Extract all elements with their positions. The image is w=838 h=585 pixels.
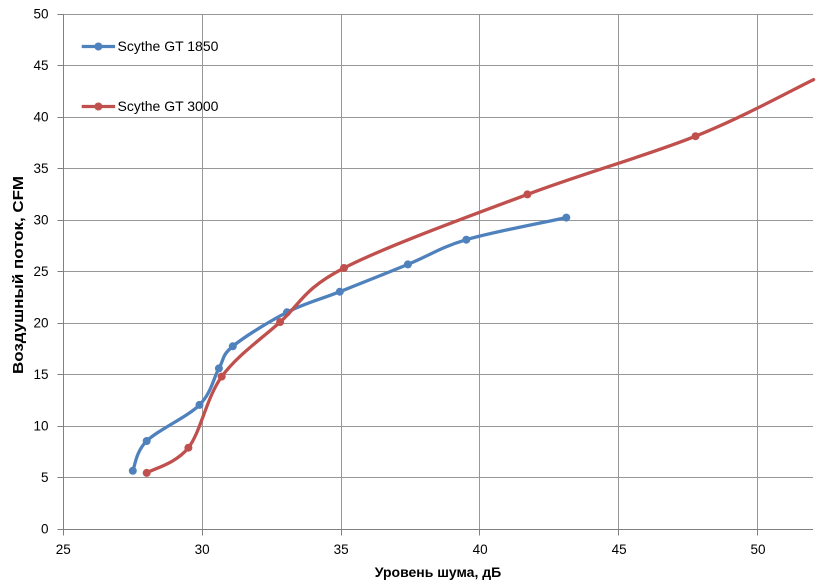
svg-text:50: 50 — [33, 7, 48, 22]
svg-text:10: 10 — [33, 419, 48, 434]
svg-text:35: 35 — [33, 161, 48, 176]
svg-text:0: 0 — [41, 522, 49, 537]
svg-text:20: 20 — [33, 316, 48, 331]
svg-text:40: 40 — [473, 542, 488, 557]
svg-text:Scythe GT 1850: Scythe GT 1850 — [118, 38, 219, 54]
svg-text:15: 15 — [33, 367, 48, 382]
svg-text:50: 50 — [750, 542, 765, 557]
svg-text:30: 30 — [195, 542, 210, 557]
svg-text:45: 45 — [612, 542, 627, 557]
svg-text:Уровень шума, дБ: Уровень шума, дБ — [375, 564, 501, 580]
svg-text:45: 45 — [33, 58, 48, 73]
svg-text:30: 30 — [33, 213, 48, 228]
svg-text:25: 25 — [33, 264, 48, 279]
svg-text:35: 35 — [334, 542, 349, 557]
svg-text:5: 5 — [41, 470, 49, 485]
svg-text:25: 25 — [56, 542, 71, 557]
svg-text:Scythe GT 3000: Scythe GT 3000 — [118, 98, 219, 114]
svg-text:40: 40 — [33, 110, 48, 125]
svg-text:Воздушный поток, CFM: Воздушный поток, CFM — [10, 176, 27, 374]
